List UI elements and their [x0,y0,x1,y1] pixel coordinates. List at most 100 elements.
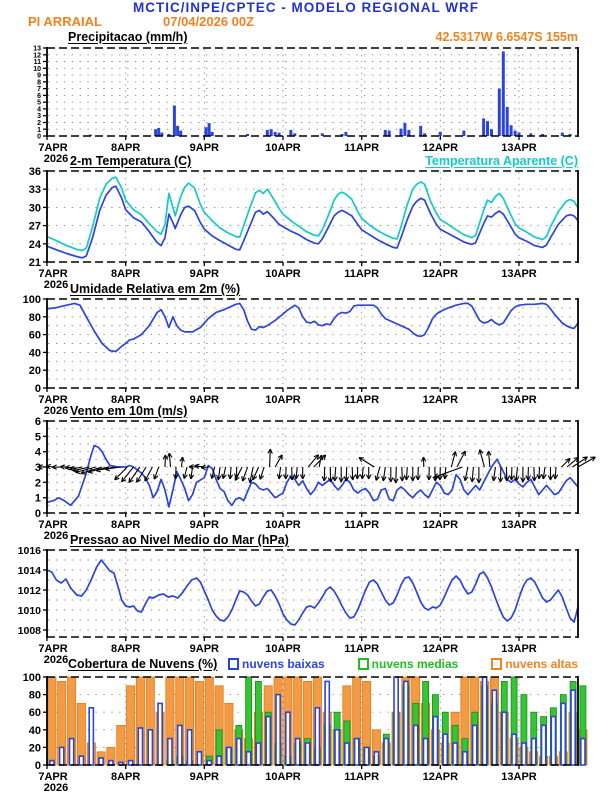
svg-text:5: 5 [35,431,41,443]
svg-text:11: 11 [34,59,42,66]
svg-text:12: 12 [33,52,41,59]
svg-text:12APR: 12APR [423,519,459,531]
svg-text:4: 4 [35,447,42,459]
svg-text:9APR: 9APR [190,519,219,531]
app-title: MCTIC/INPE/CPTEC - MODELO REGIONAL WRF [133,0,479,15]
svg-text:0: 0 [35,760,41,772]
apparent-temperature-label: Temperatura Aparente (C) [425,154,578,168]
legend-item-nuvens-medias: nuvens medias [357,657,459,671]
svg-text:9APR: 9APR [190,142,219,154]
svg-text:2026: 2026 [44,153,68,165]
svg-text:3: 3 [35,462,41,474]
legend-item-nuvens-altas: nuvens altas [491,657,578,671]
precipitation-panel-title: Precipitacao (mm/h) [68,30,188,44]
svg-text:11APR: 11APR [344,394,379,406]
svg-text:1016: 1016 [18,545,42,557]
cloud-cover-panel-title: Cobertura de Nuvens (%) [68,657,218,671]
svg-text:3: 3 [37,113,41,120]
svg-text:11APR: 11APR [344,771,379,783]
svg-text:9APR: 9APR [190,771,219,783]
svg-text:9APR: 9APR [190,268,219,280]
legend-label: nuvens altas [505,657,578,671]
svg-text:12APR: 12APR [423,643,459,655]
model-run-label: 07/04/2026 00Z [163,14,255,29]
svg-text:2026: 2026 [44,654,68,666]
svg-text:8APR: 8APR [111,643,140,655]
svg-text:0: 0 [35,508,41,520]
cloud-legend: nuvens baixas nuvens medias nuvens altas [228,657,578,671]
svg-text:10APR: 10APR [265,268,301,280]
svg-text:100: 100 [23,294,41,306]
svg-text:80: 80 [29,312,41,324]
svg-text:11APR: 11APR [344,643,379,655]
svg-text:30: 30 [29,202,41,214]
svg-text:7APR: 7APR [38,268,67,280]
svg-text:20: 20 [29,365,41,377]
svg-text:1008: 1008 [18,625,42,637]
svg-text:12APR: 12APR [423,394,459,406]
humidity-panel-title: Umidade Relativa em 2m (%) [70,282,241,296]
svg-text:9APR: 9APR [190,643,219,655]
svg-text:0: 0 [35,383,41,395]
svg-text:10: 10 [33,66,41,73]
svg-text:11APR: 11APR [344,519,379,531]
svg-text:10APR: 10APR [265,394,301,406]
legend-label: nuvens baixas [242,657,325,671]
svg-text:7APR: 7APR [38,771,67,783]
svg-text:2026: 2026 [44,279,68,291]
wind-panel-title: Vento em 10m (m/s) [70,404,188,418]
location-coordinates-label: 42.5317W 6.6547S 155m [435,30,578,44]
svg-text:2026: 2026 [44,530,68,542]
svg-text:8APR: 8APR [111,394,140,406]
svg-text:11APR: 11APR [344,268,379,280]
svg-text:100: 100 [23,672,41,684]
svg-text:7APR: 7APR [38,142,67,154]
svg-text:10APR: 10APR [265,142,301,154]
svg-text:60: 60 [29,330,41,342]
svg-text:13APR: 13APR [501,643,537,655]
svg-text:1: 1 [37,127,41,134]
svg-text:1014: 1014 [18,565,42,577]
svg-text:80: 80 [29,690,41,702]
svg-text:33: 33 [29,184,41,196]
svg-text:13APR: 13APR [501,771,537,783]
svg-text:6: 6 [37,93,41,100]
svg-text:8APR: 8APR [111,268,140,280]
svg-text:9APR: 9APR [190,394,219,406]
svg-text:2026: 2026 [44,405,68,417]
svg-text:7: 7 [37,86,41,93]
svg-text:12APR: 12APR [423,771,459,783]
nuvens-medias-swatch-icon [357,658,369,670]
svg-text:10APR: 10APR [265,519,301,531]
svg-text:7APR: 7APR [38,519,67,531]
svg-text:13APR: 13APR [501,394,537,406]
svg-text:8APR: 8APR [111,519,140,531]
svg-text:2: 2 [37,120,41,127]
svg-text:40: 40 [29,347,41,359]
svg-text:7APR: 7APR [38,394,67,406]
svg-text:10APR: 10APR [265,771,301,783]
svg-text:2026: 2026 [44,782,68,792]
station-label: PI ARRAIAL [28,14,102,29]
svg-text:60: 60 [29,707,41,719]
svg-text:2: 2 [35,477,41,489]
svg-text:27: 27 [29,221,41,233]
svg-text:10APR: 10APR [265,643,301,655]
legend-item-nuvens-baixas: nuvens baixas [228,657,325,671]
legend-label: nuvens medias [371,657,459,671]
svg-text:8: 8 [37,79,41,86]
svg-text:1: 1 [35,493,41,505]
svg-text:12APR: 12APR [423,268,459,280]
svg-text:4: 4 [37,106,41,113]
svg-text:36: 36 [29,166,41,178]
svg-text:5: 5 [37,100,41,107]
svg-text:8APR: 8APR [111,771,140,783]
svg-text:40: 40 [29,725,41,737]
svg-text:0: 0 [37,134,41,141]
svg-text:8APR: 8APR [111,142,140,154]
svg-text:13: 13 [33,46,41,53]
svg-text:13APR: 13APR [501,519,537,531]
svg-text:7APR: 7APR [38,643,67,655]
svg-text:1010: 1010 [18,605,42,617]
